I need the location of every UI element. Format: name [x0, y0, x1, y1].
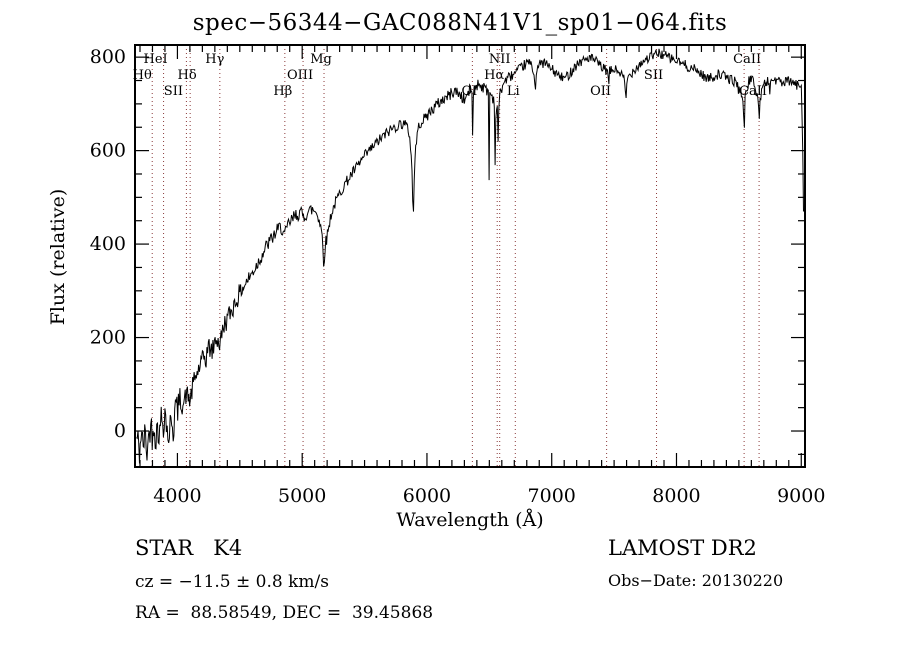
x-tick-label: 9000: [777, 485, 825, 507]
spectral-line-label: SII: [644, 68, 663, 83]
object-class-label: STAR K4: [135, 536, 243, 560]
x-tick-label: 8000: [652, 485, 700, 507]
plot-frame: [134, 44, 806, 468]
y-axis-label: Flux (relative): [47, 188, 69, 326]
spectrum-trace: [136, 48, 804, 464]
spectral-line-label: Hβ: [273, 84, 292, 99]
plot-title: spec−56344−GAC088N41V1_sp01−064.fits: [192, 10, 728, 36]
y-tick-label: 0: [114, 420, 126, 442]
x-tick-label: 7000: [528, 485, 576, 507]
ra-dec-value: RA = 88.58549, DEC = 39.45868: [135, 603, 434, 623]
x-tick-label: 6000: [403, 485, 451, 507]
spectral-line-label: CaII: [739, 84, 767, 99]
spectral-line-label: HeI: [143, 52, 167, 67]
y-tick-label: 200: [90, 327, 126, 349]
y-tick-label: 400: [90, 233, 126, 255]
spectral-line-label: CaII: [733, 52, 761, 67]
spectral-line-label: Hδ: [178, 68, 197, 83]
x-axis-label: Wavelength (Å): [396, 509, 544, 531]
spectral-line-label: Li: [507, 84, 520, 99]
y-tick-label: 600: [90, 140, 126, 162]
spectral-line-label: Hα: [484, 68, 504, 83]
spectral-line-label: Mg: [310, 52, 332, 67]
x-tick-label: 5000: [278, 485, 326, 507]
spectral-line-label: SII: [164, 84, 183, 99]
survey-label: LAMOST DR2: [608, 536, 757, 560]
spectral-line-label: Hθ: [133, 68, 152, 83]
spectral-line-label: NII: [489, 52, 511, 67]
spectral-line-label: OIII: [287, 68, 313, 83]
x-tick-label: 4000: [153, 485, 201, 507]
spectral-line-label: Hγ: [205, 52, 224, 67]
obs-date: Obs−Date: 20130220: [608, 571, 784, 590]
spectral-line-label: OII: [590, 84, 611, 99]
cz-value: cz = −11.5 ± 0.8 km/s: [135, 572, 329, 592]
y-tick-label: 800: [90, 46, 126, 68]
